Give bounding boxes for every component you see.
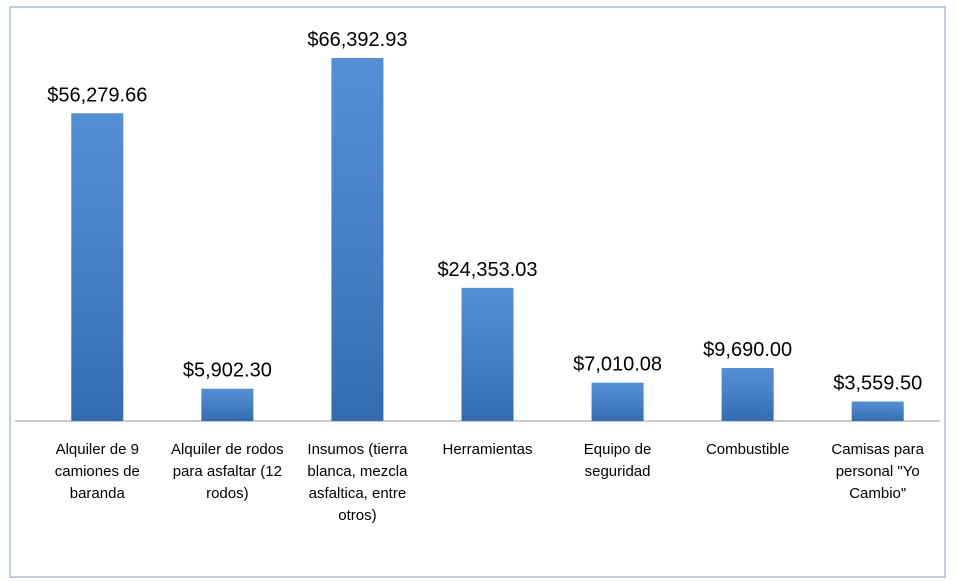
bar-shade xyxy=(591,382,644,421)
value-label: $5,902.30 xyxy=(183,360,272,382)
chart-frame xyxy=(9,6,946,578)
x-tick-label: Alquiler de 9 camiones de baranda xyxy=(54,441,140,502)
x-tick-label: Alquiler de rodos para asfaltar (12 rodo… xyxy=(171,441,284,502)
x-tick-label: Insumos (tierra blanca, mezcla asfaltica… xyxy=(307,441,408,524)
bar-shade xyxy=(331,58,384,421)
value-label: $3,559.50 xyxy=(833,373,922,395)
x-tick-label: Equipo de seguridad xyxy=(583,441,652,480)
x-tick-label: Herramientas xyxy=(442,441,533,458)
value-label: $9,690.00 xyxy=(703,339,792,361)
bar-shade xyxy=(71,113,124,421)
x-tick-label: Camisas para personal "Yo Cambio" xyxy=(831,441,924,502)
bar-shade xyxy=(201,388,254,421)
value-label: $24,353.03 xyxy=(437,259,537,281)
bar-shade xyxy=(851,401,904,421)
bar-shade xyxy=(461,287,514,421)
value-label: $56,279.66 xyxy=(47,84,147,106)
value-label: $66,392.93 xyxy=(307,29,407,51)
x-tick-label: Combustible xyxy=(705,441,790,458)
bar-shade xyxy=(721,368,774,421)
value-label: $7,010.08 xyxy=(573,354,662,376)
